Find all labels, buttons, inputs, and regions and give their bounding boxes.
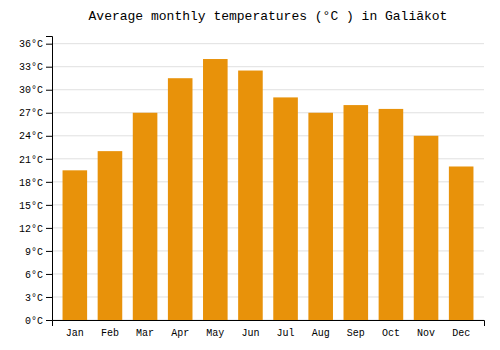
bar (203, 59, 228, 320)
x-tick-label: Feb (101, 328, 119, 339)
y-tick-label: 33°C (19, 62, 43, 73)
y-tick: 36°C (19, 39, 52, 50)
x-tick: Apr (171, 328, 189, 339)
plot-area: Jan Feb Mar Apr May Jun Jul Aug Sep Oct Nov Dec 0°C 3… (19, 37, 485, 340)
x-axis: Jan Feb Mar Apr May Jun Jul Aug Sep Oct Nov Dec (53, 321, 485, 340)
bar (63, 170, 88, 320)
bar (168, 78, 193, 320)
x-tick: Jun (241, 328, 259, 339)
x-tick-label: Jun (241, 328, 259, 339)
bar (449, 166, 474, 320)
x-tick-label: May (206, 328, 224, 339)
x-tick-label: Nov (417, 328, 435, 339)
x-tick-label: Mar (136, 328, 154, 339)
x-tick-label: Apr (171, 328, 189, 339)
x-tick-label: Oct (382, 328, 400, 339)
bars (63, 59, 474, 320)
x-tick-label: Sep (347, 328, 365, 339)
y-tick-label: 15°C (19, 201, 43, 212)
x-tick-label: Aug (312, 328, 330, 339)
bar (133, 113, 158, 320)
x-tick: Aug (312, 328, 330, 339)
y-tick: 9°C (25, 247, 52, 258)
y-tick-mark (46, 159, 52, 160)
y-tick-label: 30°C (19, 85, 43, 96)
y-tick: 3°C (25, 293, 52, 304)
y-tick-label: 0°C (25, 316, 43, 327)
y-tick: 24°C (19, 131, 52, 142)
chart-container: Jan Feb Mar Apr May Jun Jul Aug Sep Oct Nov Dec 0°C 3… (0, 0, 500, 350)
x-tick-label: Jul (277, 328, 295, 339)
bar (98, 151, 123, 320)
y-tick: 6°C (25, 270, 52, 281)
y-tick-mark (46, 182, 52, 183)
bar (238, 71, 263, 320)
grid (52, 44, 484, 320)
y-tick-label: 12°C (19, 224, 43, 235)
bar (344, 105, 369, 320)
y-tick-mark (46, 113, 52, 114)
y-tick: 33°C (19, 62, 52, 73)
y-tick: 12°C (19, 224, 52, 235)
grid-line (52, 112, 484, 113)
y-tick-label: 9°C (25, 247, 43, 258)
x-tick: Jan (66, 328, 84, 339)
y-tick-mark (46, 297, 52, 298)
y-axis: 0°C 3°C 6°C 9°C 12°C 15°C 18°C 21°C 24°C 27°C 30°C… (19, 37, 53, 327)
x-tick: Feb (101, 328, 119, 339)
y-tick-label: 18°C (19, 178, 43, 189)
axis-line (53, 321, 485, 327)
bar (308, 113, 333, 320)
y-tick-mark (46, 251, 52, 252)
y-tick-mark (46, 228, 52, 229)
x-tick: Sep (347, 328, 365, 339)
grid-line (52, 89, 484, 90)
x-tick: Jul (277, 328, 295, 339)
y-tick-label: 36°C (19, 39, 43, 50)
axis-line (46, 37, 53, 321)
title: Average monthly temperatures (°C ) in Ga… (89, 9, 448, 24)
x-tick: Oct (382, 328, 400, 339)
bar (379, 109, 404, 320)
y-tick-label: 3°C (25, 293, 43, 304)
y-tick-label: 24°C (19, 131, 43, 142)
grid-line (52, 66, 484, 67)
y-tick: 15°C (19, 201, 52, 212)
grid-line (52, 43, 484, 44)
y-tick-mark (46, 44, 52, 45)
y-tick-mark (46, 67, 52, 68)
x-tick: May (206, 328, 224, 339)
x-tick: Mar (136, 328, 154, 339)
bar (273, 97, 298, 320)
x-tick-label: Jan (66, 328, 84, 339)
x-tick-label: Dec (452, 328, 470, 339)
y-tick: 18°C (19, 178, 52, 189)
y-tick-mark (46, 90, 52, 91)
chart-svg: Jan Feb Mar Apr May Jun Jul Aug Sep Oct Nov Dec 0°C 3… (0, 0, 500, 350)
y-tick: 0°C (25, 316, 52, 327)
y-tick-label: 21°C (19, 155, 43, 166)
y-tick: 27°C (19, 108, 52, 119)
y-tick-label: 27°C (19, 108, 43, 119)
x-tick: Dec (452, 328, 470, 339)
y-tick-mark (46, 274, 52, 275)
y-tick-mark (46, 320, 52, 321)
y-tick-label: 6°C (25, 270, 43, 281)
bar (414, 136, 439, 320)
y-tick-mark (46, 205, 52, 206)
y-tick: 30°C (19, 85, 52, 96)
x-tick: Nov (417, 328, 435, 339)
y-tick-mark (46, 136, 52, 137)
y-tick: 21°C (19, 155, 52, 166)
